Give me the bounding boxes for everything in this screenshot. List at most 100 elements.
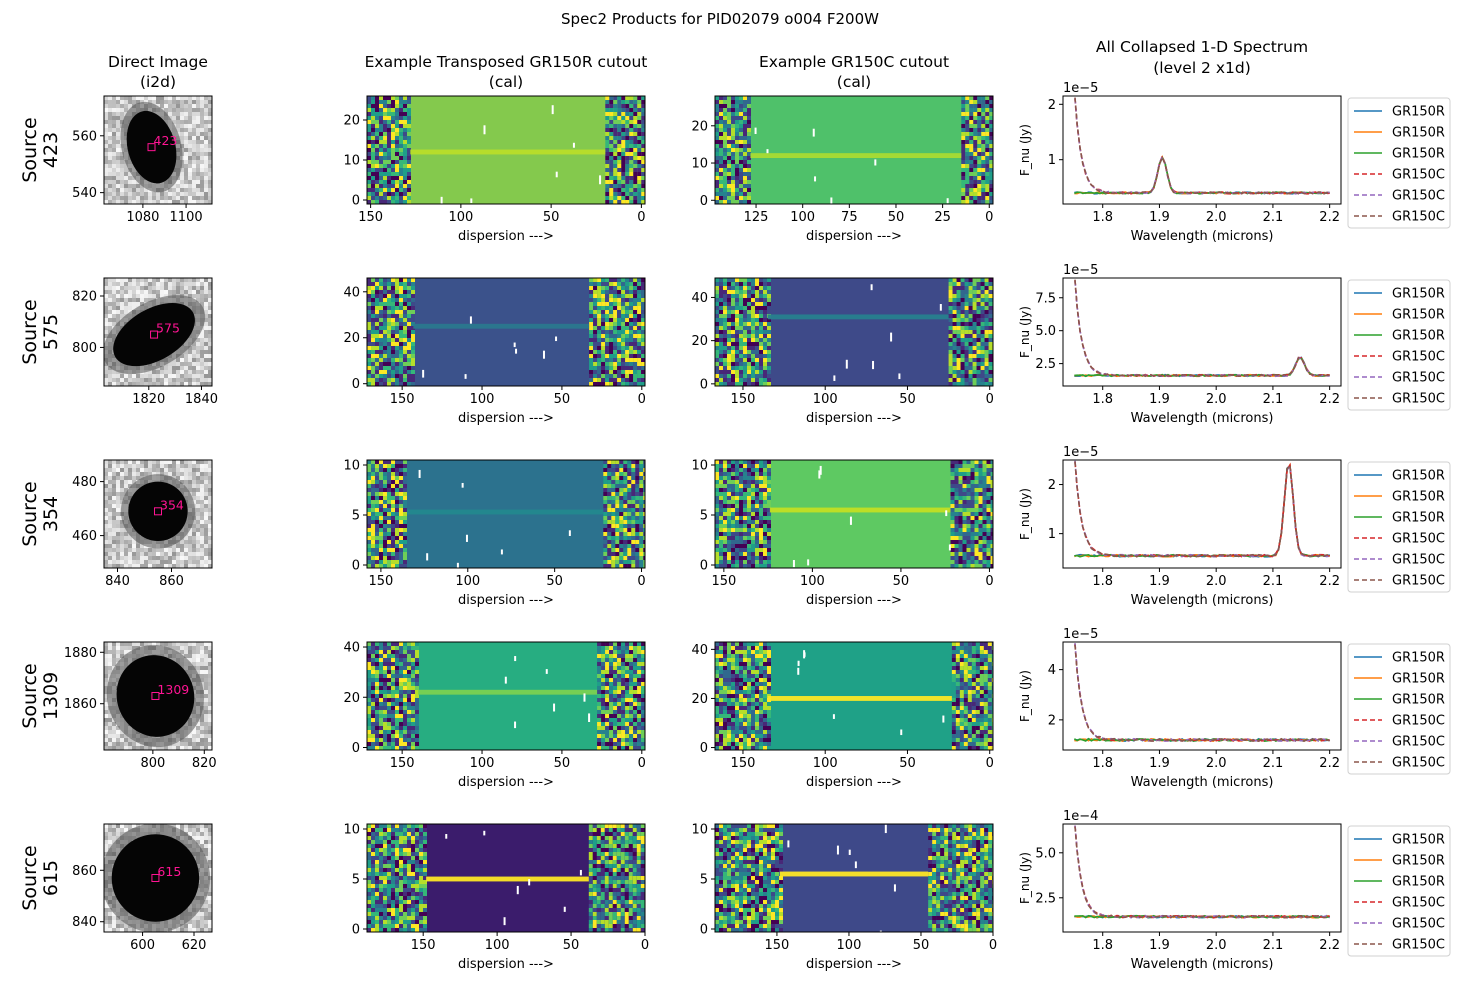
row-cutout-ytick-label: 20: [343, 331, 360, 346]
direct-image-noise-pixel: [136, 464, 140, 468]
row-cutout-noise-pixel: [625, 148, 630, 152]
direct-image-noise-pixel: [160, 552, 164, 556]
col-cutout-noise-pixel: [723, 144, 727, 148]
col-cutout-noise-pixel: [763, 314, 767, 318]
direct-image-noise-pixel: [200, 366, 204, 370]
direct-image-ytick-label: 540: [72, 186, 97, 201]
row-cutout-noise-pixel: [391, 286, 395, 290]
row-cutout-noise-pixel: [633, 318, 638, 322]
direct-image-noise-pixel: [192, 144, 196, 148]
direct-image-noise-pixel: [184, 196, 188, 200]
row-cutout-noise-pixel: [589, 306, 594, 310]
direct-image-noise-pixel: [188, 476, 192, 480]
col-cutout-noise-pixel: [767, 326, 771, 330]
row-cutout-noise-pixel: [399, 192, 403, 196]
col-cutout-noise-pixel: [751, 382, 755, 386]
col-cutout-noise-pixel: [727, 290, 731, 294]
col-cutout-noise-pixel: [989, 172, 993, 176]
row-cutout-noise-pixel: [617, 164, 622, 168]
row-cutout-noise-pixel: [391, 354, 395, 358]
row-cutout-noise-pixel: [629, 350, 634, 354]
direct-image-noise-pixel: [176, 100, 180, 104]
col-cutout-noise-pixel: [751, 346, 755, 350]
direct-image-noise-pixel: [196, 528, 200, 532]
direct-image-noise-pixel: [112, 156, 116, 160]
direct-image-noise-pixel: [192, 286, 196, 290]
direct-image-noise-pixel: [112, 184, 116, 188]
direct-image-noise-pixel: [112, 152, 116, 156]
row-cutout-noise-pixel: [637, 382, 642, 386]
direct-image-noise-pixel: [124, 306, 128, 310]
row-cutout-noise-pixel: [379, 354, 383, 358]
row-cutout-noise-pixel: [641, 160, 645, 164]
direct-image-noise-pixel: [208, 192, 212, 196]
direct-image-xtick-label: 840: [105, 574, 130, 589]
col-cutout-noise-pixel: [739, 132, 743, 136]
row-cutout-noise-pixel: [597, 294, 602, 298]
row-cutout-noise-pixel: [597, 346, 602, 350]
col-cutout-noise-pixel: [715, 128, 719, 132]
col-cutout-noise-pixel: [948, 342, 953, 346]
direct-image-noise-pixel: [200, 148, 204, 152]
direct-image-noise-pixel: [200, 500, 204, 504]
col-cutout-noise-pixel: [747, 322, 751, 326]
direct-image-ytick-label: 800: [72, 341, 97, 356]
col-cutout-noise-pixel: [984, 342, 989, 346]
direct-image-noise-pixel: [120, 382, 124, 386]
col-cutout-noise-pixel: [989, 180, 993, 184]
direct-image-noise-pixel: [160, 460, 164, 464]
col-cutout-noise-pixel: [988, 346, 993, 350]
row-cutout-noise-pixel: [629, 104, 634, 108]
row-cutout-noise-pixel: [395, 314, 399, 318]
row-cutout-noise-pixel: [633, 164, 638, 168]
col-cutout-noise-pixel: [743, 322, 747, 326]
col-cutout-noise-pixel: [981, 140, 986, 144]
direct-image-noise-pixel: [200, 536, 204, 540]
direct-image-noise-pixel: [136, 472, 140, 476]
row-cutout-noise-pixel: [625, 128, 630, 132]
col-cutout-noise-pixel: [743, 306, 747, 310]
direct-image-noise-pixel: [144, 200, 148, 204]
col-cutout-noise-pixel: [980, 342, 985, 346]
col-cutout-noise-pixel: [731, 144, 735, 148]
col-cutout-noise-pixel: [747, 120, 751, 124]
row-cutout-noise-pixel: [617, 334, 622, 338]
direct-image-noise-pixel: [204, 116, 208, 120]
col-cutout-noise-pixel: [952, 318, 957, 322]
col-cutout-noise-pixel: [961, 136, 966, 140]
direct-image-noise-pixel: [112, 168, 116, 172]
col-cutout-noise-pixel: [715, 290, 719, 294]
row-cutout-noise-pixel: [613, 116, 618, 120]
direct-image-noise-pixel: [192, 278, 196, 282]
direct-image-noise-pixel: [180, 120, 184, 124]
row-cutout-noise-pixel: [399, 104, 403, 108]
col-cutout-noise-pixel: [964, 306, 969, 310]
col-cutout-noise-pixel: [985, 180, 990, 184]
direct-image-noise-pixel: [184, 120, 188, 124]
col-cutout-noise-pixel: [723, 124, 727, 128]
col-cutout-noise-pixel: [739, 358, 743, 362]
col-cutout-noise-pixel: [731, 120, 735, 124]
row-cutout-noise-pixel: [621, 302, 626, 306]
row-cutout-noise-pixel: [375, 468, 379, 472]
col-cutout-noise-pixel: [964, 298, 969, 302]
row-cutout-noise-pixel: [589, 294, 594, 298]
col-cutout-noise-pixel: [751, 370, 755, 374]
direct-image-noise-pixel: [104, 374, 108, 378]
direct-image-noise-pixel: [200, 140, 204, 144]
col-cutout-noise-pixel: [988, 310, 993, 314]
row-cutout-noise-pixel: [609, 366, 614, 370]
row-cutout-noise-pixel: [625, 382, 630, 386]
direct-image-noise-pixel: [164, 472, 168, 476]
row-cutout-noise-pixel: [391, 100, 395, 104]
col-cutout-noise-pixel: [727, 350, 731, 354]
col-cutout-noise-pixel: [964, 370, 969, 374]
row-cutout-noise-pixel: [629, 96, 634, 100]
row-cutout-noise-pixel: [609, 298, 614, 302]
direct-image-noise-pixel: [180, 180, 184, 184]
col-cutout-noise-pixel: [984, 382, 989, 386]
row-cutout-noise-pixel: [411, 278, 415, 282]
col-cutout-noise-pixel: [985, 116, 990, 120]
row-cutout-noise-pixel: [641, 282, 645, 286]
col-cutout-noise-pixel: [719, 152, 723, 156]
